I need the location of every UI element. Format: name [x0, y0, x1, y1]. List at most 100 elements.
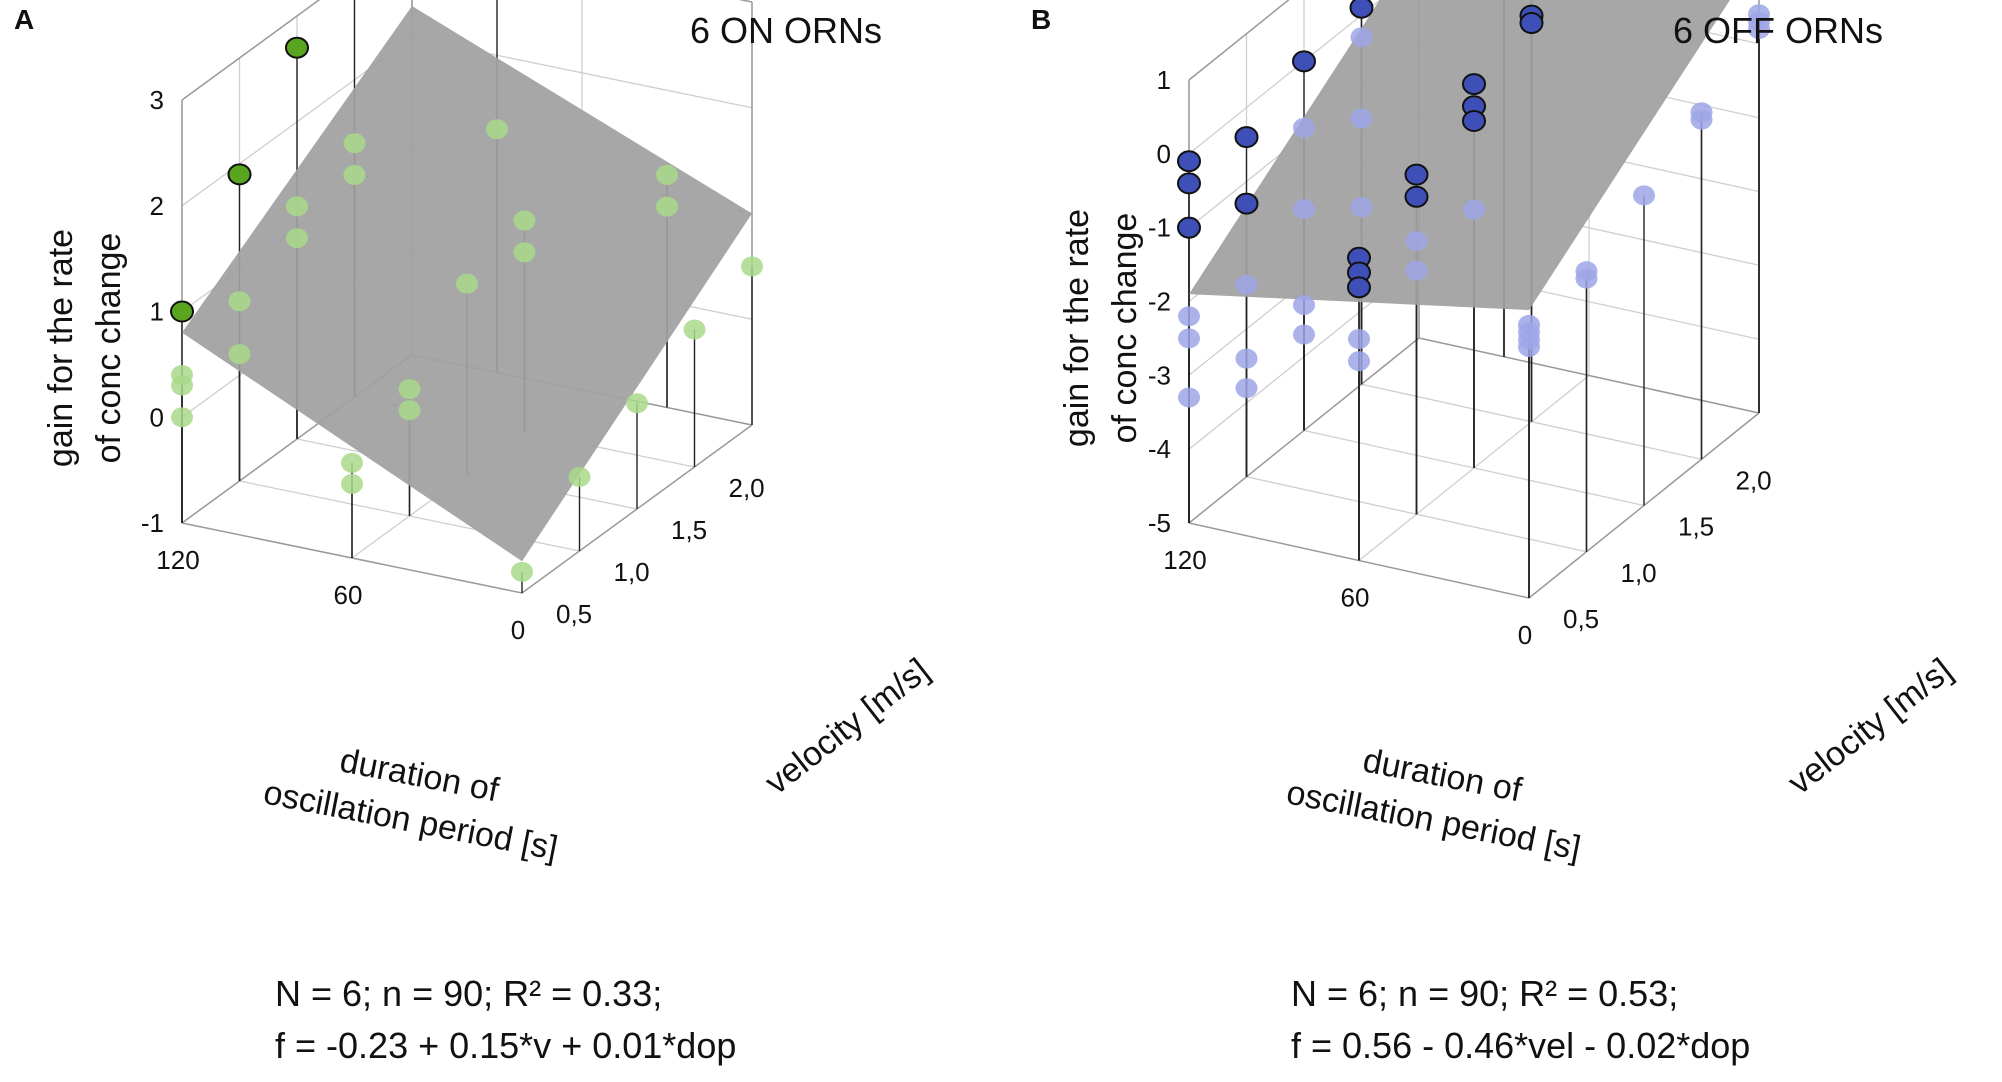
data-point: [1463, 199, 1485, 220]
panel-letter: B: [1031, 4, 1052, 35]
stats: N = 6; n = 90; R² = 0.53; f = 0.56 - 0.4…: [1291, 968, 1750, 1072]
data-point: [511, 561, 533, 582]
data-point: [171, 407, 193, 428]
data-point: [1404, 163, 1429, 186]
data-point: [1347, 276, 1371, 299]
data-point: [1519, 12, 1544, 35]
data-point: [1293, 117, 1315, 138]
stats-line1: N = 6; n = 90; R² = 0.33;: [275, 973, 663, 1014]
data-point: [1293, 294, 1315, 315]
data-point: [1633, 185, 1655, 206]
data-point: [656, 196, 678, 217]
x-tick-label: 0: [1518, 620, 1532, 650]
data-point: [456, 273, 478, 294]
data-point: [1462, 109, 1486, 132]
data-point: [486, 119, 508, 140]
data-point: [343, 133, 366, 154]
data-point: [286, 196, 308, 217]
data-point: [170, 300, 194, 323]
velocity-tick-label: 1,5: [1678, 512, 1714, 542]
data-point: [513, 210, 536, 231]
data-point: [1748, 19, 1770, 40]
z-tick-label: 3: [150, 85, 164, 115]
data-point: [341, 473, 363, 494]
data-point: [1405, 231, 1428, 252]
panel-b: -5 -4 -3 -2 -1 0 1 120 60 0 0,5 1,0 1,5 2,0 B 6 OFF O…: [1001, 0, 2002, 1082]
data-points: [1177, 0, 1770, 408]
chart-a-3d-plot: -1 0 1 2 3 120 60 0 0,5 1,0 1,5 2,0: [141, 0, 765, 645]
data-point: [171, 364, 193, 385]
z-tick-label: 1: [150, 297, 164, 327]
z-tick-label: -3: [1148, 360, 1171, 390]
data-point: [1177, 216, 1201, 239]
data-point: [1292, 50, 1316, 73]
chart-title: 6 ON ORNs: [690, 10, 883, 51]
data-point: [341, 452, 363, 473]
velocity-tick-label: 1,5: [671, 515, 707, 545]
velocity-tick-label: 2,0: [1736, 465, 1772, 495]
stats-line1: N = 6; n = 90; R² = 0.53;: [1291, 973, 1679, 1014]
velocity-tick-label: 0,5: [556, 599, 592, 629]
velocity-tick-label: 0,5: [1563, 604, 1599, 634]
data-point: [398, 379, 421, 400]
data-point: [1348, 329, 1370, 349]
box-edge: [1188, 0, 1290, 81]
data-point: [1462, 73, 1486, 96]
z-tick-label: -5: [1148, 508, 1171, 538]
box-edge: [1418, 337, 1760, 414]
data-point: [1235, 348, 1258, 369]
stats-line2: f = -0.23 + 0.15*v + 0.01*dop: [275, 1025, 737, 1066]
data-point: [228, 291, 251, 312]
tick-labels: -1 0 1 2 3 120 60 0 0,5 1,0 1,5 2,0: [141, 85, 765, 645]
data-point: [1405, 260, 1428, 281]
data-point: [227, 163, 252, 186]
data-point: [1234, 192, 1259, 215]
z-tick-label: -4: [1148, 434, 1171, 464]
data-point: [286, 228, 308, 249]
data-point: [683, 319, 706, 340]
data-point: [1293, 324, 1315, 345]
data-point: [1177, 172, 1201, 195]
z-tick-label: 0: [150, 402, 164, 432]
z-axis-label-line2: of conc change: [90, 232, 128, 464]
data-point: [1178, 328, 1200, 349]
z-tick-label: 1: [1157, 65, 1171, 95]
velocity-tick-label: 1,0: [614, 557, 650, 587]
data-point: [1178, 306, 1200, 327]
z-axis-label-line2: of conc change: [1106, 212, 1144, 444]
data-point: [1690, 109, 1713, 130]
data-point: [1349, 0, 1374, 19]
data-point: [1293, 199, 1315, 219]
data-point: [1350, 197, 1373, 218]
x-tick-label: 120: [156, 545, 199, 575]
velocity-tick-label: 2,0: [729, 473, 765, 503]
data-point: [1518, 336, 1540, 357]
z-tick-label: -2: [1148, 287, 1171, 317]
data-point: [656, 164, 678, 185]
z-tick-label: 2: [150, 191, 164, 221]
velocity-tick-label: 1,0: [1621, 558, 1657, 588]
data-point: [513, 242, 536, 263]
data-point: [568, 466, 591, 487]
stats: N = 6; n = 90; R² = 0.33; f = -0.23 + 0.…: [275, 968, 736, 1072]
data-point: [343, 164, 366, 185]
regression-plane: [1189, 0, 1730, 311]
x-tick-label: 0: [511, 615, 525, 645]
data-point: [1234, 126, 1259, 149]
z-tick-label: -1: [1148, 213, 1171, 243]
data-point: [398, 400, 421, 421]
data-point: [1350, 27, 1373, 48]
data-point: [1575, 268, 1598, 289]
x-tick-label: 60: [1341, 583, 1370, 613]
z-axis-label-line1: gain for the rate: [1058, 208, 1096, 448]
z-axis-label: gain for the rate of conc change: [1053, 178, 1149, 478]
data-point: [741, 256, 763, 277]
data-point: [228, 344, 251, 365]
data-point: [285, 36, 309, 59]
box-edge: [181, 0, 321, 101]
x-tick-label: 60: [334, 580, 363, 610]
data-point: [1404, 185, 1429, 208]
chart-title: 6 OFF ORNs: [1673, 10, 1884, 51]
data-point: [1235, 378, 1258, 399]
data-point: [1178, 387, 1200, 408]
